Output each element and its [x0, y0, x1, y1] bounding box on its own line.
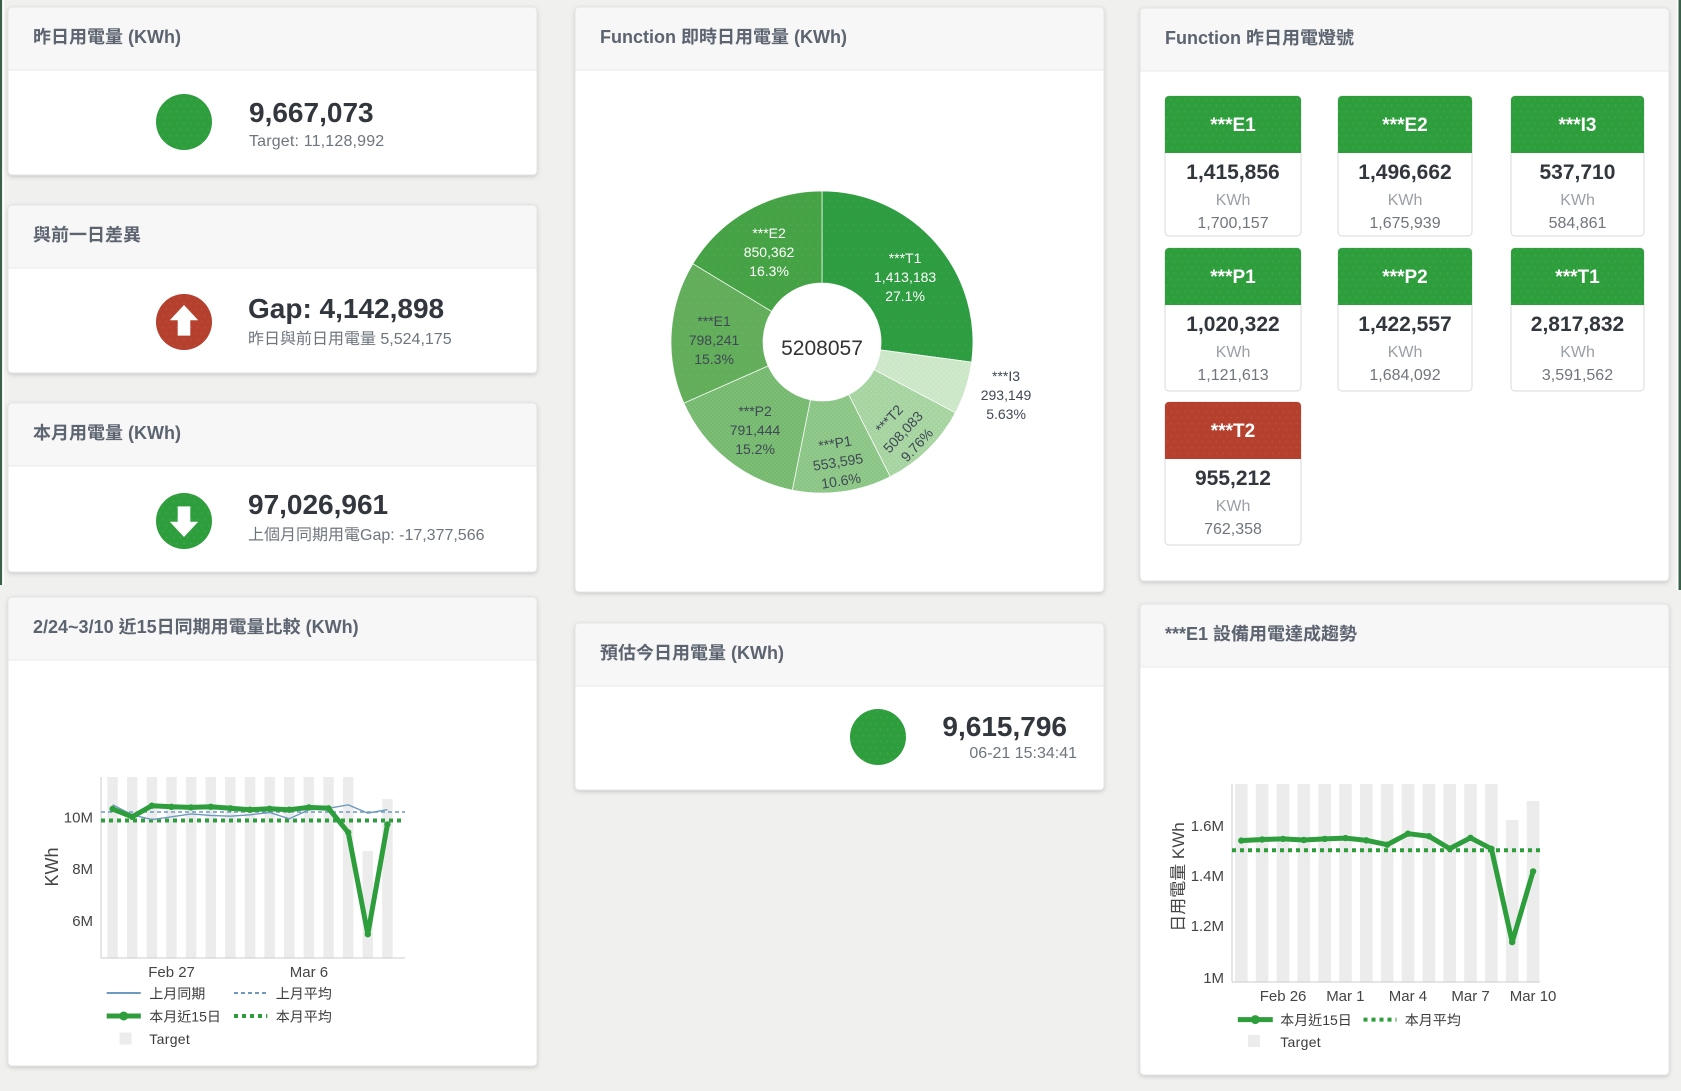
svg-text:5208057: 5208057: [781, 337, 863, 360]
svg-text:1.2M: 1.2M: [1191, 918, 1224, 935]
svg-text:***P1: ***P1: [817, 433, 853, 454]
svg-text:Mar 4: Mar 4: [1389, 988, 1427, 1005]
svg-text:9,615,796: 9,615,796: [942, 711, 1067, 742]
svg-text:791,444: 791,444: [730, 422, 781, 438]
svg-text:97,026,961: 97,026,961: [248, 489, 388, 520]
svg-text:Target: Target: [1280, 1034, 1321, 1050]
svg-text:***I3: ***I3: [1559, 115, 1597, 136]
svg-text:1,121,613: 1,121,613: [1197, 367, 1268, 384]
svg-text:KWh: KWh: [1560, 344, 1595, 361]
svg-text:***P1: ***P1: [1210, 267, 1256, 288]
svg-text:Gap: -17,377,566: Gap: -17,377,566: [360, 527, 485, 544]
svg-text:Mar 7: Mar 7: [1451, 988, 1489, 1005]
svg-text:Feb 27: Feb 27: [148, 964, 195, 981]
svg-text:8M: 8M: [72, 861, 93, 878]
svg-text:KWh: KWh: [1388, 192, 1423, 209]
svg-text:10.6%: 10.6%: [820, 470, 862, 492]
svg-text:KWh: KWh: [1216, 344, 1251, 361]
svg-text:2/24~3/10: 2/24~3/10: [33, 617, 114, 637]
svg-text:***E2: ***E2: [752, 225, 786, 241]
svg-text:***E1: ***E1: [697, 313, 731, 329]
svg-text:1.4M: 1.4M: [1191, 868, 1224, 885]
svg-text:(KWh): (KWh): [128, 27, 181, 47]
svg-text:15.3%: 15.3%: [694, 351, 734, 367]
svg-text:(KWh): (KWh): [306, 617, 359, 637]
svg-text:762,358: 762,358: [1204, 521, 1262, 538]
svg-text:KWh: KWh: [1216, 498, 1251, 515]
svg-text:Target: 11,128,992: Target: 11,128,992: [249, 133, 384, 150]
svg-text:16.3%: 16.3%: [749, 263, 789, 279]
svg-text:(KWh): (KWh): [731, 643, 784, 663]
svg-text:9,667,073: 9,667,073: [249, 97, 374, 128]
svg-text:293,149: 293,149: [981, 387, 1032, 403]
svg-text:Gap: 4,142,898: Gap: 4,142,898: [248, 293, 444, 324]
svg-text:5,524,175: 5,524,175: [380, 331, 451, 348]
svg-text:1,020,322: 1,020,322: [1186, 313, 1279, 336]
svg-text:955,212: 955,212: [1195, 467, 1271, 490]
svg-text:***P2: ***P2: [738, 403, 772, 419]
svg-text:KWh: KWh: [1169, 822, 1188, 859]
svg-text:1,684,092: 1,684,092: [1369, 367, 1440, 384]
svg-text:06-21 15:34:41: 06-21 15:34:41: [969, 745, 1077, 762]
svg-text:584,861: 584,861: [1549, 215, 1607, 232]
svg-text:850,362: 850,362: [744, 244, 795, 260]
svg-text:Mar 1: Mar 1: [1326, 988, 1364, 1005]
svg-text:1M: 1M: [1203, 970, 1224, 987]
svg-text:15: 15: [137, 617, 157, 637]
svg-text:537,710: 537,710: [1540, 161, 1616, 184]
svg-text:15: 15: [191, 1009, 207, 1025]
svg-text:553,595: 553,595: [812, 450, 865, 474]
svg-text:2,817,832: 2,817,832: [1531, 313, 1624, 336]
svg-text:Mar 10: Mar 10: [1510, 988, 1557, 1005]
svg-text:***E1: ***E1: [1210, 115, 1256, 136]
svg-text:10M: 10M: [64, 810, 93, 827]
svg-text:KWh: KWh: [42, 848, 62, 887]
svg-text:1.6M: 1.6M: [1191, 818, 1224, 835]
svg-text:KWh: KWh: [1216, 192, 1251, 209]
svg-text:***E2: ***E2: [1382, 115, 1427, 136]
svg-text:27.1%: 27.1%: [885, 288, 925, 304]
svg-text:(KWh): (KWh): [794, 27, 847, 47]
svg-text:***T1: ***T1: [889, 250, 922, 266]
svg-text:KWh: KWh: [1560, 192, 1595, 209]
svg-text:1,413,183: 1,413,183: [874, 269, 937, 285]
svg-text:KWh: KWh: [1388, 344, 1423, 361]
svg-text:***I3: ***I3: [992, 368, 1020, 384]
svg-text:***E1: ***E1: [1165, 624, 1208, 644]
svg-text:***T2: ***T2: [1211, 421, 1255, 442]
svg-text:798,241: 798,241: [689, 332, 740, 348]
svg-text:Mar 6: Mar 6: [290, 964, 328, 981]
svg-text:15.2%: 15.2%: [735, 441, 775, 457]
svg-text:Target: Target: [149, 1031, 190, 1047]
svg-text:Feb 26: Feb 26: [1260, 988, 1307, 1005]
svg-text:1,496,662: 1,496,662: [1358, 161, 1451, 184]
svg-text:1,415,856: 1,415,856: [1186, 161, 1279, 184]
svg-text:***T1: ***T1: [1555, 267, 1600, 288]
svg-text:(KWh): (KWh): [128, 423, 181, 443]
svg-text:15: 15: [1322, 1012, 1338, 1028]
svg-text:***P2: ***P2: [1382, 267, 1427, 288]
svg-text:5.63%: 5.63%: [986, 406, 1026, 422]
svg-text:1,675,939: 1,675,939: [1369, 215, 1440, 232]
svg-text:1,422,557: 1,422,557: [1358, 313, 1451, 336]
svg-text:1,700,157: 1,700,157: [1197, 215, 1268, 232]
svg-text:3,591,562: 3,591,562: [1542, 367, 1613, 384]
svg-text:Function: Function: [1165, 28, 1241, 48]
svg-text:6M: 6M: [72, 913, 93, 930]
svg-text:Function: Function: [600, 27, 676, 47]
